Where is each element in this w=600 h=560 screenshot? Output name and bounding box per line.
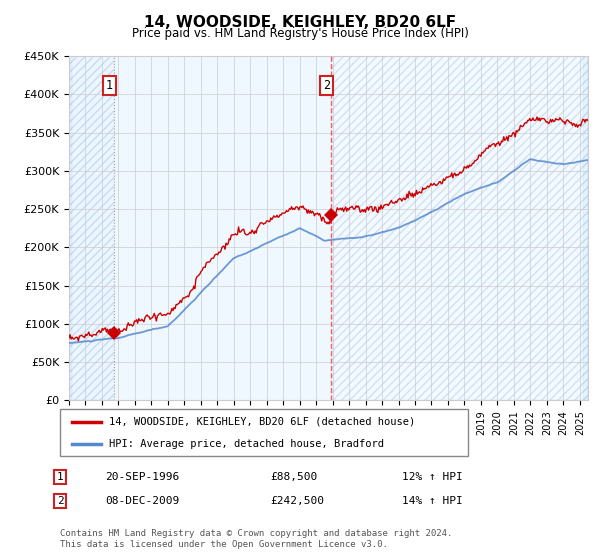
Text: £242,500: £242,500 [270,496,324,506]
Text: 1: 1 [106,78,113,92]
Text: 14, WOODSIDE, KEIGHLEY, BD20 6LF: 14, WOODSIDE, KEIGHLEY, BD20 6LF [144,15,456,30]
Text: Price paid vs. HM Land Registry's House Price Index (HPI): Price paid vs. HM Land Registry's House … [131,27,469,40]
Text: 20-SEP-1996: 20-SEP-1996 [105,472,179,482]
Text: 2: 2 [323,78,331,92]
Text: 1: 1 [56,472,64,482]
Text: £88,500: £88,500 [270,472,317,482]
Text: 08-DEC-2009: 08-DEC-2009 [105,496,179,506]
Text: 14% ↑ HPI: 14% ↑ HPI [402,496,463,506]
Text: 14, WOODSIDE, KEIGHLEY, BD20 6LF (detached house): 14, WOODSIDE, KEIGHLEY, BD20 6LF (detach… [109,417,415,427]
Text: Contains HM Land Registry data © Crown copyright and database right 2024.
This d: Contains HM Land Registry data © Crown c… [60,529,452,549]
FancyBboxPatch shape [60,409,468,456]
Text: 12% ↑ HPI: 12% ↑ HPI [402,472,463,482]
Text: HPI: Average price, detached house, Bradford: HPI: Average price, detached house, Brad… [109,438,384,449]
Text: 2: 2 [56,496,64,506]
